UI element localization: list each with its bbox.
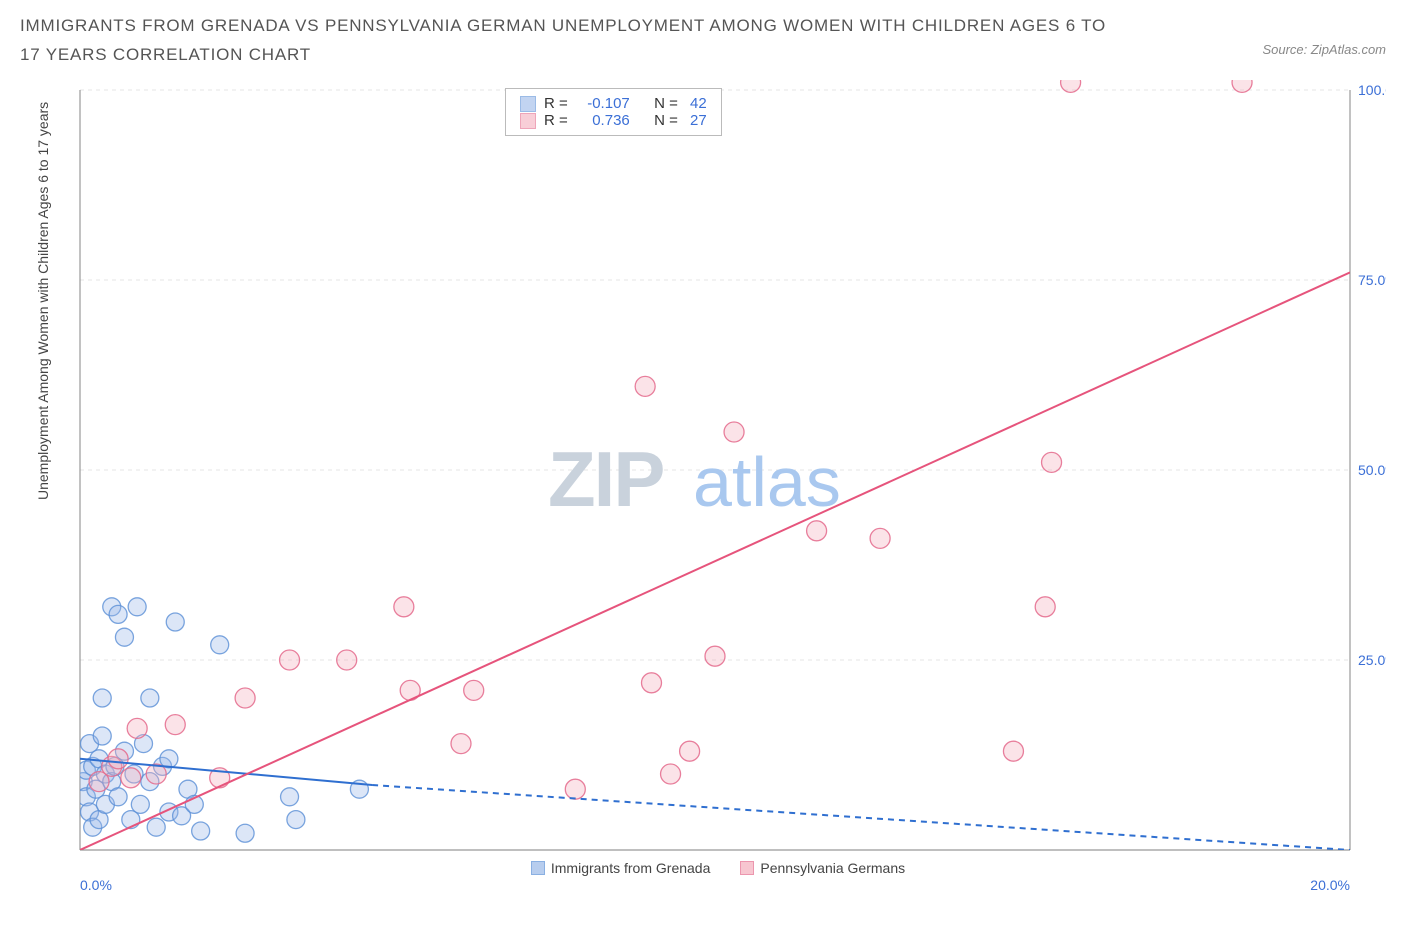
svg-text:0.0%: 0.0% <box>80 877 112 893</box>
r-label: R = <box>544 95 568 112</box>
r-value: -0.107 <box>576 95 630 112</box>
svg-text:100.0%: 100.0% <box>1358 82 1386 98</box>
svg-text:75.0%: 75.0% <box>1358 272 1386 288</box>
legend-label: Immigrants from Grenada <box>551 860 711 876</box>
n-label: N = <box>654 112 678 129</box>
series-swatch <box>520 113 536 129</box>
n-value: 27 <box>686 112 707 129</box>
legend-item: Pennsylvania Germans <box>740 860 905 876</box>
r-value: 0.736 <box>576 112 630 129</box>
source-attribution: Source: ZipAtlas.com <box>1262 12 1386 57</box>
chart-title: IMMIGRANTS FROM GRENADA VS PENNSYLVANIA … <box>20 12 1120 70</box>
r-label: R = <box>544 112 568 129</box>
chart-svg: 25.0% 50.0% 75.0% 100.0% 0.0% 20.0% <box>50 80 1386 900</box>
series-swatch <box>520 96 536 112</box>
legend-label: Pennsylvania Germans <box>760 860 905 876</box>
stats-row: R = -0.107 N = 42 <box>520 95 707 112</box>
legend: Immigrants from Grenada Pennsylvania Germ… <box>50 860 1386 876</box>
svg-text:50.0%: 50.0% <box>1358 462 1386 478</box>
stats-row: R = 0.736 N = 27 <box>520 112 707 129</box>
legend-swatch <box>531 861 545 875</box>
scatter-chart: Unemployment Among Women with Children A… <box>50 80 1386 900</box>
n-value: 42 <box>686 95 707 112</box>
n-label: N = <box>654 95 678 112</box>
correlation-stats-box: R = -0.107 N = 42 R = 0.736 N = 27 <box>505 88 722 136</box>
svg-text:20.0%: 20.0% <box>1310 877 1350 893</box>
legend-item: Immigrants from Grenada <box>531 860 711 876</box>
y-axis-label: Unemployment Among Women with Children A… <box>35 102 51 500</box>
svg-text:25.0%: 25.0% <box>1358 652 1386 668</box>
legend-swatch <box>740 861 754 875</box>
